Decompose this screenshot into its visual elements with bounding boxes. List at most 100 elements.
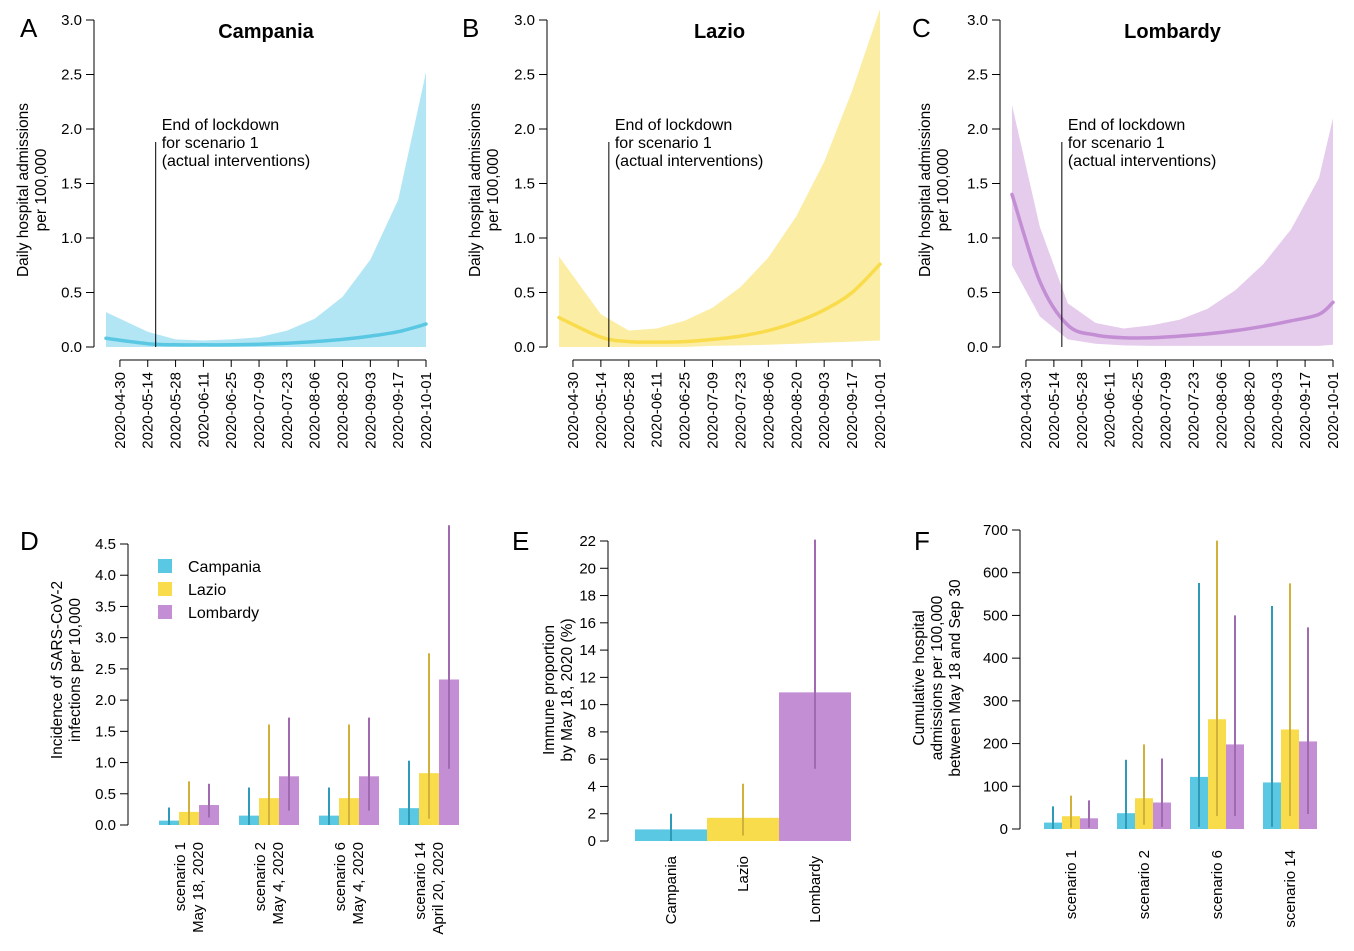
y-axis-label: per 100,000 [33,148,50,231]
y-tick-label: 3.0 [514,12,535,29]
median-line [104,322,428,347]
y-tick-label: 16 [579,615,596,632]
y-axis-label: between May 18 and Sep 30 [947,579,964,777]
y-axis-label: Cumulative hospital [911,610,928,745]
y-axis-label: Daily hospital admissions [917,103,934,277]
panel-e-immune-proportion-bars: E 0 2 4 6 8 10 12 14 16 18 20 22 Immune proportion by … [512,526,851,924]
x-tick-label: 2020-08-06 [760,372,777,449]
y-tick-label: 2.5 [967,67,988,84]
y-tick-label: 600 [983,565,1008,582]
x-tick-label: 2020-10-01 [1325,372,1342,449]
x-tick-label: 2020-04-30 [565,372,582,449]
x-tick-label: 2020-04-30 [112,372,129,449]
category-label: April 20, 2020 [430,842,447,935]
category-label: scenario 14 [1282,850,1299,928]
y-tick-label: 700 [983,522,1008,539]
x-tick-label: 2020-06-25 [223,372,240,449]
legend-swatch-campania [158,559,172,573]
y-tick-label: 1.5 [514,176,535,193]
y-tick-label: 400 [983,650,1008,667]
legend-label-lazio: Lazio [188,582,226,599]
x-tick-label: 2020-05-28 [1074,372,1091,449]
x-tick-label: 2020-08-20 [788,372,805,449]
legend-swatch-lazio [158,582,172,596]
y-tick-label: 1.5 [95,723,116,740]
y-tick-label: 3.5 [95,598,116,615]
y-tick-label: 0.5 [61,285,82,302]
y-tick-label: 1.0 [967,230,988,247]
y-tick-label: 100 [983,778,1008,795]
lockdown-annotation: (actual interventions) [1068,153,1217,170]
uncertainty-band [559,9,880,347]
x-tick-label: 2020-07-09 [1158,372,1175,449]
panel-letter: A [20,13,38,43]
y-tick-label: 1.0 [61,230,82,247]
lockdown-annotation: End of lockdown [162,117,279,134]
y-tick-label: 4 [588,778,596,795]
y-tick-label: 4.0 [95,567,116,584]
y-tick-label: 3.0 [967,12,988,29]
y-tick-label: 3.0 [61,12,82,29]
y-axis-label: admissions per 100,000 [929,595,946,760]
y-tick-label: 2.5 [61,67,82,84]
panel-letter: C [912,13,931,43]
category-label: Lazio [735,856,752,892]
category-label: scenario 6 [1209,850,1226,919]
x-tick-label: 2020-09-03 [362,372,379,449]
category-label: scenario 1 [1063,850,1080,919]
x-tick-label: 2020-08-06 [1213,372,1230,449]
lockdown-annotation: End of lockdown [615,117,732,134]
median-line [557,262,882,344]
x-tick-label: 2020-09-03 [816,372,833,449]
x-tick-label: 2020-05-28 [621,372,638,449]
y-tick-label: 500 [983,607,1008,624]
y-tick-label: 0.0 [95,817,116,834]
legend-label-campania: Campania [188,559,261,576]
x-tick-label: 2020-04-30 [1018,372,1035,449]
y-tick-label: 2.5 [514,67,535,84]
median-line [1010,192,1335,340]
lockdown-annotation: for scenario 1 [615,135,712,152]
x-tick-label: 2020-05-14 [140,372,157,449]
uncertainty-band [1012,105,1333,346]
y-axis-label: Daily hospital admissions [15,103,32,277]
y-tick-label: 3.0 [95,630,116,647]
y-tick-label: 2.0 [95,692,116,709]
x-tick-label: 2020-06-11 [649,372,666,448]
y-tick-label: 14 [579,642,596,659]
category-label: scenario 1 [172,842,189,911]
x-tick-label: 2020-05-28 [168,372,185,449]
y-tick-label: 0.0 [967,339,988,356]
panel-letter: B [462,13,479,43]
panel-letter: E [512,526,529,556]
x-tick-label: 2020-06-25 [677,372,694,449]
x-tick-label: 2020-09-17 [1297,372,1314,449]
lockdown-annotation: for scenario 1 [1068,135,1165,152]
y-tick-label: 0 [1000,821,1008,838]
y-tick-label: 2.0 [61,121,82,138]
lockdown-annotation: for scenario 1 [162,135,259,152]
y-tick-label: 1.0 [514,230,535,247]
y-tick-label: 300 [983,693,1008,710]
y-tick-label: 0.0 [514,339,535,356]
y-axis-label: Daily hospital admissions [467,103,484,277]
category-label: May 4, 2020 [350,842,367,925]
category-label: scenario 6 [332,842,349,911]
y-tick-label: 12 [579,669,596,686]
category-label: scenario 2 [252,842,269,911]
y-tick-label: 1.5 [61,176,82,193]
x-tick-label: 2020-10-01 [872,372,889,449]
x-tick-label: 2020-08-06 [307,372,324,449]
y-tick-label: 0.5 [514,285,535,302]
y-axis-label: per 100,000 [935,148,952,231]
lockdown-annotation: (actual interventions) [162,153,311,170]
x-tick-label: 2020-05-14 [593,372,610,449]
y-tick-label: 0 [588,833,596,850]
x-tick-label: 2020-08-20 [1241,372,1258,449]
legend-swatch-lombardy [158,605,172,619]
y-axis-label: Immune proportion [541,625,558,755]
y-tick-label: 2.0 [967,121,988,138]
y-tick-label: 2.0 [514,121,535,138]
category-label: Lombardy [807,856,824,923]
